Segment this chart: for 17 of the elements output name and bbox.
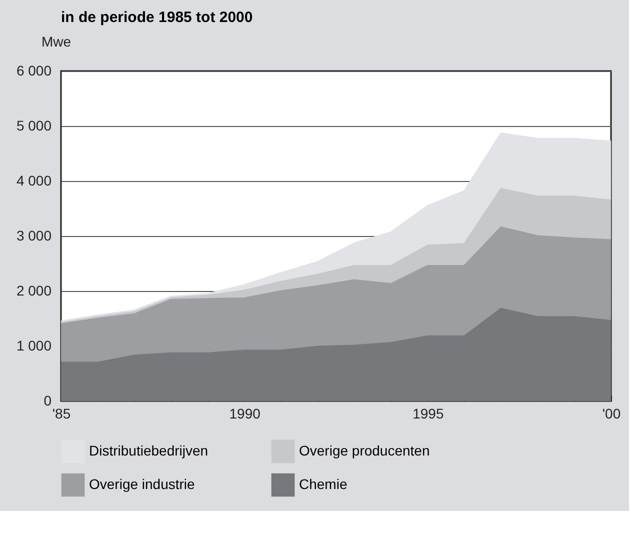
y-tick-label: 5 000 [16,118,52,134]
y-tick-label: 0 [44,392,52,408]
x-tick-label: 1995 [412,406,444,422]
y-tick-label: 1 000 [16,338,52,354]
legend-label: Distributiebedrijven [89,442,208,458]
y-tick-label: 6 000 [16,62,52,78]
x-tick-label: '85 [52,406,71,422]
y-tick-label: 4 000 [16,172,52,188]
chart-title: in de periode 1985 tot 2000 [61,9,253,26]
y-axis-title: Mwe [42,34,72,50]
y-tick-label: 3 000 [16,228,52,244]
x-tick-label: '00 [602,406,621,422]
legend-label: Overige producenten [299,442,430,458]
legend-label: Overige industrie [89,476,196,492]
y-tick-label: 2 000 [16,282,52,298]
x-tick-label: 1990 [229,406,261,422]
legend-label: Chemie [299,476,348,492]
